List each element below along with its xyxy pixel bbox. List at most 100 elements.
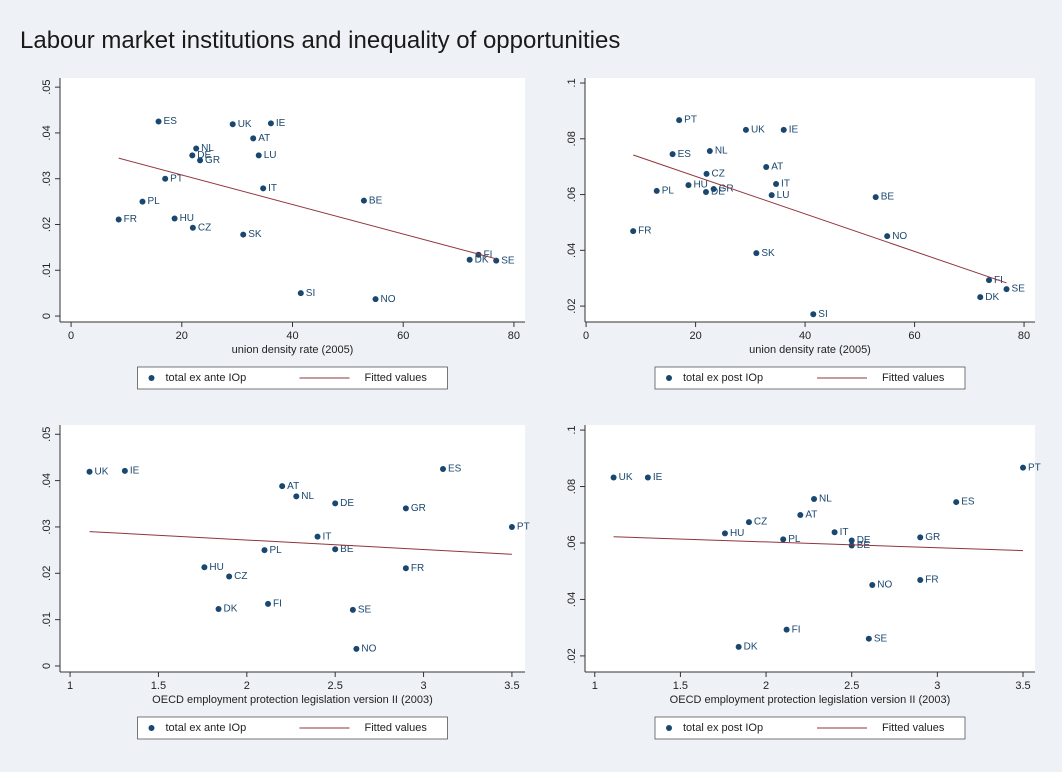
point xyxy=(86,468,93,475)
x-axis-title: union density rate (2005) xyxy=(232,344,354,356)
point-label: IE xyxy=(789,125,799,136)
point-label: PT xyxy=(170,173,183,184)
point xyxy=(780,126,787,133)
x-tick-label: 3.5 xyxy=(1015,680,1030,692)
point xyxy=(721,530,728,537)
point-label: NO xyxy=(877,580,892,591)
y-tick-label: .05 xyxy=(41,427,53,442)
y-tick-label: .08 xyxy=(566,131,578,146)
legend xyxy=(654,716,966,740)
point-label: HU xyxy=(209,562,223,573)
x-tick-label: 1 xyxy=(67,680,73,692)
point xyxy=(745,519,752,526)
point-label: DE xyxy=(711,187,725,198)
point-label: UK xyxy=(238,119,252,130)
fitted-line xyxy=(633,154,1007,284)
point xyxy=(466,256,473,263)
x-tick-label: 40 xyxy=(799,330,811,342)
plot-area xyxy=(60,425,525,672)
y-tick-label: .06 xyxy=(566,187,578,202)
chart-title: Labour market institutions and inequalit… xyxy=(20,27,620,54)
legend-label: total ex ante IOp xyxy=(166,722,247,734)
x-tick-label: 3.5 xyxy=(504,680,519,692)
point-label: AT xyxy=(287,481,299,492)
point-label: DK xyxy=(744,642,758,653)
x-axis-title: OECD employment protection legislation v… xyxy=(152,694,433,706)
point xyxy=(811,495,818,502)
point-label: UK xyxy=(95,466,109,477)
point-label: DK xyxy=(475,254,489,265)
point xyxy=(685,182,692,189)
x-tick-label: 2 xyxy=(763,680,769,692)
y-tick-label: .03 xyxy=(41,171,53,186)
y-tick-label: .04 xyxy=(41,125,53,140)
point xyxy=(710,185,717,192)
point-label: PT xyxy=(1028,462,1041,473)
legend-marker xyxy=(148,375,155,381)
point-label: HU xyxy=(693,180,707,191)
point-label: PL xyxy=(269,545,282,556)
point xyxy=(240,231,247,238)
y-tick-label: .05 xyxy=(41,80,53,95)
fitted-line xyxy=(89,531,512,555)
point xyxy=(402,565,409,572)
point-label: DE xyxy=(340,498,354,509)
point xyxy=(297,290,304,297)
x-axis-title: union density rate (2005) xyxy=(749,344,871,356)
point-label: AT xyxy=(805,510,817,521)
point-label: SE xyxy=(1012,284,1026,295)
point-label: FR xyxy=(925,575,938,586)
point xyxy=(669,151,676,158)
x-tick-label: 2.5 xyxy=(844,680,859,692)
point-label: LU xyxy=(777,190,790,201)
point xyxy=(953,499,960,506)
point-label: DE xyxy=(197,150,211,161)
x-tick-label: 1.5 xyxy=(673,680,688,692)
x-tick-label: 60 xyxy=(908,330,920,342)
y-tick-label: .02 xyxy=(566,648,578,663)
point xyxy=(676,117,683,124)
point xyxy=(193,145,200,152)
point-label: IE xyxy=(653,472,663,483)
point-label: GR xyxy=(205,155,220,166)
point-label: SK xyxy=(761,248,775,259)
point-label: SK xyxy=(248,229,262,240)
point-label: BE xyxy=(369,195,383,206)
point-label: NL xyxy=(819,494,832,505)
point xyxy=(226,573,233,580)
y-tick-label: .1 xyxy=(566,425,578,434)
point-label: ES xyxy=(448,464,462,475)
point-label: GR xyxy=(719,184,734,195)
point-label: BE xyxy=(340,544,354,555)
point xyxy=(653,187,660,194)
x-tick-label: 1.5 xyxy=(151,680,166,692)
point xyxy=(250,135,257,142)
y-tick-label: .06 xyxy=(566,535,578,550)
point-label: DK xyxy=(224,604,238,615)
point xyxy=(402,505,409,512)
point xyxy=(986,277,993,284)
point-label: IT xyxy=(840,527,849,538)
legend-label: Fitted values xyxy=(365,722,428,734)
point xyxy=(189,152,196,159)
legend-label: Fitted values xyxy=(882,722,945,734)
point-label: NL xyxy=(201,143,214,154)
x-axis-title: OECD employment protection legislation v… xyxy=(670,694,951,706)
point xyxy=(162,175,169,182)
point xyxy=(917,576,924,583)
legend-marker xyxy=(148,725,155,731)
point xyxy=(189,224,196,231)
point-label: GR xyxy=(411,503,426,514)
legend-label: total ex post IOp xyxy=(683,372,763,384)
y-tick-label: .08 xyxy=(566,479,578,494)
point xyxy=(121,467,128,474)
x-tick-label: 0 xyxy=(68,330,74,342)
point-label: FI xyxy=(792,624,801,635)
point-label: GR xyxy=(925,532,940,543)
point xyxy=(610,474,617,481)
point-label: PL xyxy=(662,186,675,197)
point xyxy=(773,180,780,187)
point-label: AT xyxy=(771,162,783,173)
y-tick-label: .1 xyxy=(566,78,578,87)
